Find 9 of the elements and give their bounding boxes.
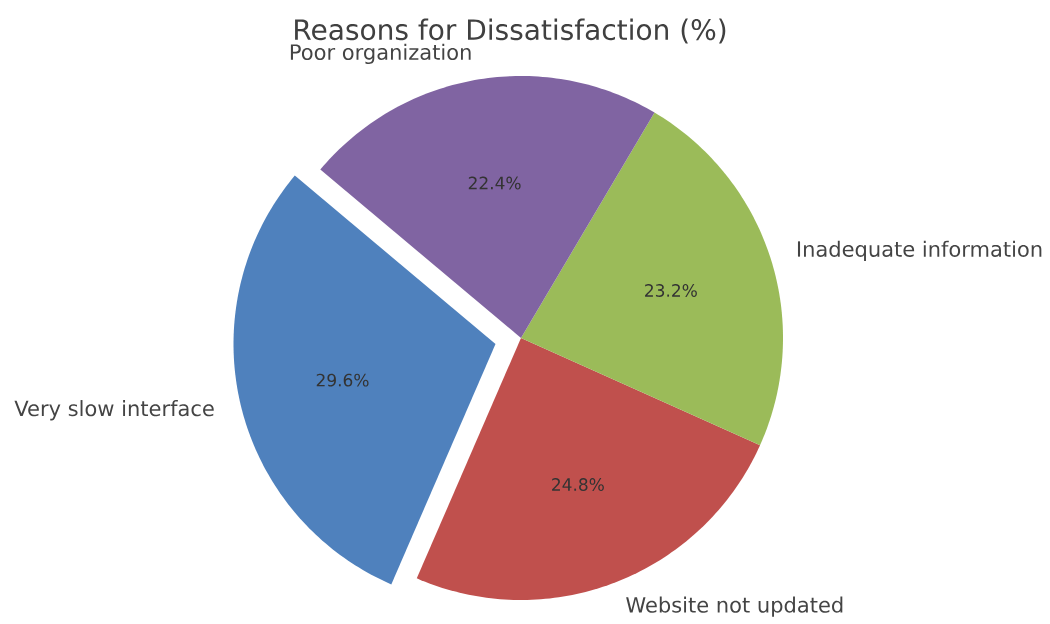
data-label: 23.2% <box>645 284 697 297</box>
slice-label: Very slow interface <box>14 400 214 421</box>
chart-title: Reasons for Dissatisfaction (%) <box>295 18 726 44</box>
slice-label: Inadequate information <box>797 240 1042 262</box>
slice-label: Website not updated <box>626 596 843 617</box>
slice-label: Poor organization <box>290 43 471 65</box>
data-label: 22.4% <box>468 176 521 190</box>
data-label: 29.6% <box>316 373 369 387</box>
data-label: 24.8% <box>552 478 604 491</box>
